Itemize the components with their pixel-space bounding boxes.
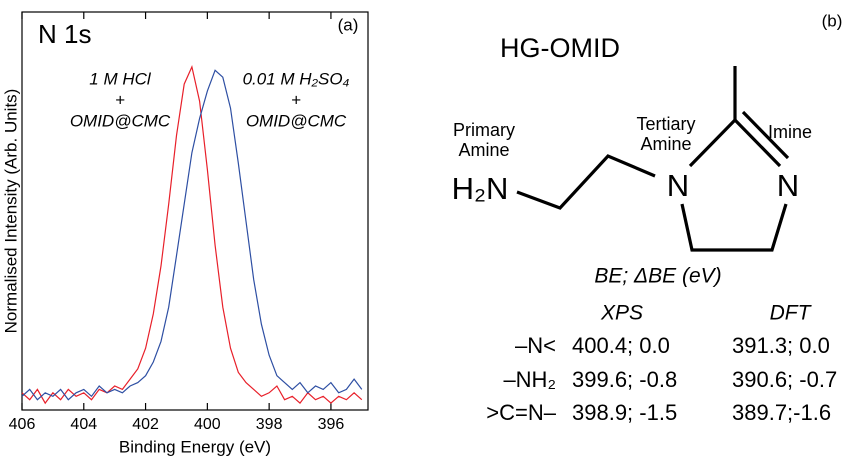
- atom-label: H₂N: [452, 171, 509, 206]
- column-header: DFT: [770, 302, 813, 325]
- row-label: >C=N–: [486, 400, 556, 425]
- ethyl-bond: [516, 154, 656, 210]
- x-tick-label: 400: [194, 416, 221, 433]
- group-label: Amine: [640, 134, 691, 154]
- group-label: Tertiary: [636, 114, 695, 134]
- table-cell: 390.6; -0.7: [732, 367, 837, 392]
- x-tick-label: 402: [132, 416, 159, 433]
- table-cell: 400.4; 0.0: [572, 333, 670, 358]
- series-label: OMID@CMC: [246, 111, 347, 130]
- series-label: +: [115, 90, 125, 109]
- bond: [688, 118, 737, 168]
- table-cell: 389.7;-1.6: [732, 400, 831, 425]
- x-tick-label: 404: [70, 416, 97, 433]
- column-header: XPS: [600, 302, 643, 325]
- x-tick-label: 406: [9, 416, 36, 433]
- molecule: [516, 66, 790, 252]
- atom-label: N: [777, 168, 799, 203]
- chart-title: N 1s: [38, 19, 91, 49]
- double-bond: [741, 110, 790, 160]
- x-tick-label: 398: [256, 416, 283, 433]
- y-axis-label: Normalised Intensity (Arb. Units): [1, 89, 20, 334]
- table-caption: BE; ΔBE (eV): [594, 265, 721, 288]
- data-line: [21, 69, 363, 401]
- table-cell: 399.6; -0.8: [572, 367, 677, 392]
- row-label: –N<: [515, 333, 556, 358]
- panel-label: (b): [822, 11, 843, 30]
- group-label: Imine: [768, 122, 812, 142]
- plot-frame: [21, 11, 369, 411]
- data-line: [21, 65, 363, 405]
- series-label: 0.01 M H₂SO₄: [243, 69, 350, 88]
- atom-label: N: [667, 168, 689, 203]
- series-label: OMID@CMC: [70, 111, 171, 130]
- series-label: +: [291, 90, 301, 109]
- table-cell: 398.9; -1.5: [572, 400, 677, 425]
- panel-label: (a): [338, 15, 359, 34]
- group-label: Amine: [458, 140, 509, 160]
- table-cell: 391.3; 0.0: [732, 333, 830, 358]
- diagram-title: HG-OMID: [500, 33, 620, 63]
- series-label: 1 M HCl: [89, 69, 152, 88]
- x-axis-label: Binding Energy (eV): [119, 437, 271, 456]
- group-label: Primary: [453, 120, 515, 140]
- ring-bond: [680, 203, 788, 252]
- x-tick-label: 396: [318, 416, 345, 433]
- double-bond: [733, 118, 782, 168]
- row-label: –NH₂: [503, 367, 556, 392]
